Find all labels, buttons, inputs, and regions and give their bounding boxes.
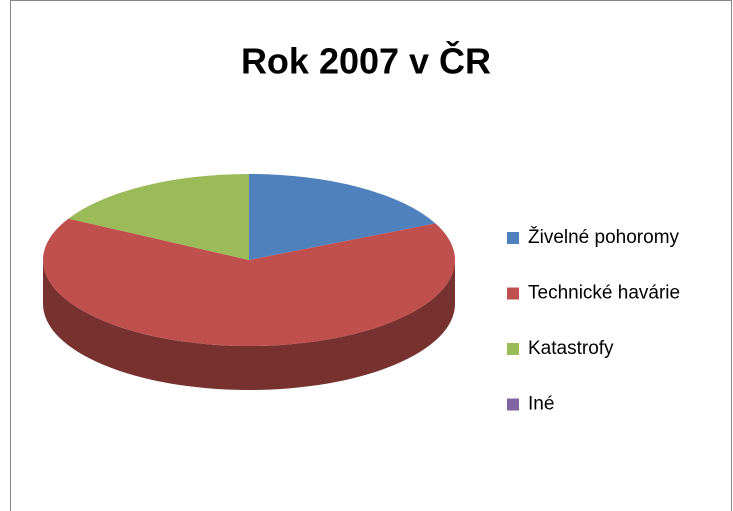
legend-swatch (507, 287, 519, 300)
legend-label: Živelné pohoromy (528, 226, 680, 248)
pie-slice (43, 218, 455, 346)
chart-title: Rok 2007 v ČR (241, 40, 491, 82)
pie-side (43, 260, 455, 390)
legend-label: Iné (528, 394, 554, 415)
legend-label: Technické havárie (528, 283, 680, 304)
legend-swatch (507, 232, 519, 244)
legend-swatch (507, 398, 519, 411)
pie-slice (249, 174, 436, 260)
legend-swatch (507, 343, 519, 355)
legend-label: Katastrofy (528, 338, 614, 359)
pie-slice (68, 174, 249, 260)
